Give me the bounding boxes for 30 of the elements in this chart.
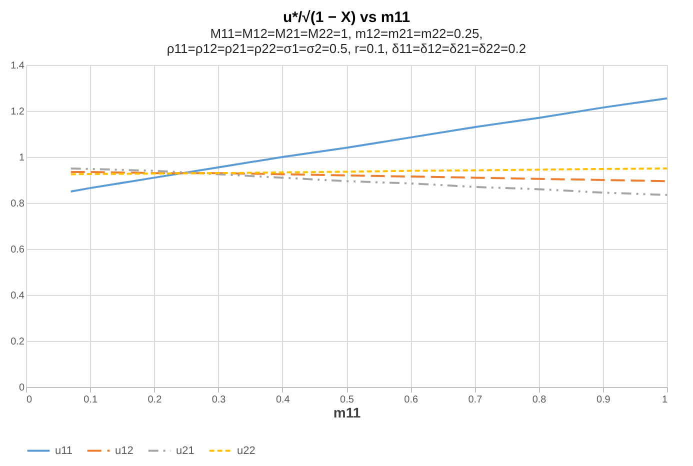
x-tick-label: 0.4 [276, 394, 290, 406]
text: ρ11=ρ12=ρ21=ρ22=σ1=σ2=0.5, r=0.1, δ11=δ12=δ21=δ22=0.2 [166, 41, 526, 56]
y-tick-label: 1.4 [10, 60, 25, 72]
x-tick-label: 0.7 [468, 394, 483, 406]
x-tick-label: 0.6 [404, 394, 418, 406]
y-tick-label: 0.8 [10, 198, 25, 210]
legend-label: u22 [237, 444, 256, 457]
y-tick-label: 0.4 [10, 290, 25, 302]
x-tick-label: 0 [26, 394, 32, 406]
x-tick-label: 0.2 [148, 394, 162, 406]
legend-label: u11 [55, 444, 73, 457]
y-tick-label: 0 [18, 382, 25, 394]
y-tick-label: 1 [18, 152, 25, 164]
x-tick-label: 1 [662, 394, 668, 406]
line-series [70, 168, 668, 196]
x-tick-label: 0.5 [340, 394, 354, 406]
y-tick-label: 0.2 [10, 336, 25, 348]
line-series [70, 170, 668, 182]
x-tick-label: 0.3 [212, 394, 226, 406]
y-tick-label: 0.6 [10, 244, 25, 256]
x-axis-title: m11 [333, 404, 361, 420]
x-tick-label: 0.9 [596, 394, 611, 406]
y-tick-label: 1.2 [10, 106, 25, 118]
x-tick-label: 0.1 [84, 394, 98, 406]
text: M11=M12=M21=M22=1, m12=m21=m22=0.25, [210, 26, 483, 41]
chart-title: u*/√(1 − X) vs m11 [282, 9, 410, 26]
legend-label: u12 [115, 444, 134, 457]
legend-label: u21 [176, 444, 194, 457]
line-series [70, 97, 668, 192]
x-tick-label: 0.8 [532, 394, 547, 406]
